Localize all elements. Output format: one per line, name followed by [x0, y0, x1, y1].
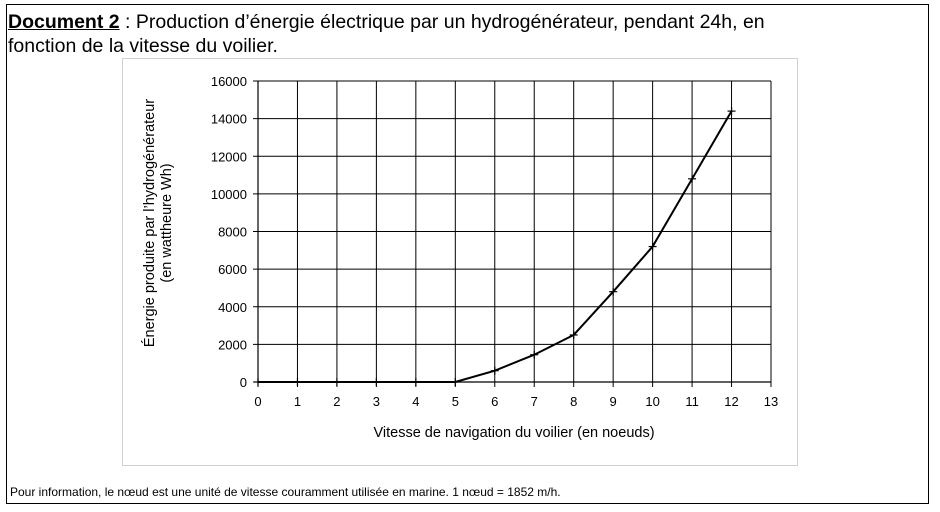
- y-tick-label: 8000: [218, 225, 247, 240]
- document-frame: [6, 4, 929, 504]
- x-tick-label: 5: [452, 394, 459, 409]
- data-point: [490, 366, 499, 375]
- x-tick-label: 11: [685, 394, 699, 409]
- y-tick-label: 12000: [211, 149, 247, 164]
- y-tick-labels: 0 2000 4000 6000 8000 10000 12000 14000 16000: [211, 74, 247, 390]
- y-tick-label: 10000: [211, 187, 247, 202]
- x-tick-label: 3: [373, 394, 380, 409]
- x-tick-label: 1: [294, 394, 301, 409]
- x-tick-label: 10: [645, 394, 659, 409]
- y-tick-label: 16000: [211, 74, 247, 89]
- footnote: Pour information, le nœud est une unité …: [10, 485, 561, 499]
- y-tick-label: 6000: [218, 262, 247, 277]
- y-tick-label: 2000: [218, 337, 247, 352]
- data-point: [411, 378, 420, 386]
- data-point: [293, 378, 302, 386]
- x-tick-label: 0: [254, 394, 261, 409]
- data-point: [451, 378, 460, 386]
- data-point: [530, 350, 539, 359]
- document-label: Document 2: [8, 11, 120, 33]
- chart-grid: [258, 80, 772, 382]
- x-tick-label: 12: [724, 394, 738, 409]
- x-tick-label: 8: [570, 394, 577, 409]
- x-tick-label: 4: [412, 394, 419, 409]
- data-point: [609, 287, 618, 296]
- data-point: [727, 107, 736, 116]
- y-axis-label-line2: (en wattheure Wh): [159, 163, 175, 282]
- document-title-line2: fonction de la vitesse du voilier.: [8, 35, 278, 57]
- chart-axes: [253, 80, 772, 387]
- x-tick-label: 7: [531, 394, 538, 409]
- data-point: [332, 378, 341, 386]
- data-point: [688, 174, 697, 183]
- x-tick-label: 13: [764, 394, 778, 409]
- chart-container: 0 2000 4000 6000 8000 10000 12000 14000 16000 0 1…: [122, 58, 798, 466]
- y-tick-label: 0: [240, 375, 247, 390]
- y-axis-label-line1: Énergie produite par l’hydrogénérateur: [141, 99, 158, 347]
- chart-series: [254, 107, 736, 386]
- x-tick-label: 2: [333, 394, 340, 409]
- energy-chart: 0 2000 4000 6000 8000 10000 12000 14000 16000 0 1…: [141, 74, 778, 441]
- x-tick-label: 6: [491, 394, 498, 409]
- y-tick-label: 14000: [211, 112, 247, 127]
- document-title-line1: : Production d’énergie électrique par un…: [119, 11, 765, 33]
- data-point: [254, 378, 262, 386]
- y-tick-label: 4000: [218, 300, 247, 315]
- x-axis-label: Vitesse de navigation du voilier (en noe…: [373, 425, 654, 441]
- x-tick-label: 9: [610, 394, 617, 409]
- x-tick-labels: 0 1 2 3 4 5 6 7 8 9 10 11 12 13: [254, 394, 778, 409]
- data-point: [648, 242, 657, 251]
- data-point: [569, 330, 578, 339]
- data-point: [372, 378, 381, 386]
- document-heading: Document 2 : Production d’énergie électr…: [8, 10, 920, 58]
